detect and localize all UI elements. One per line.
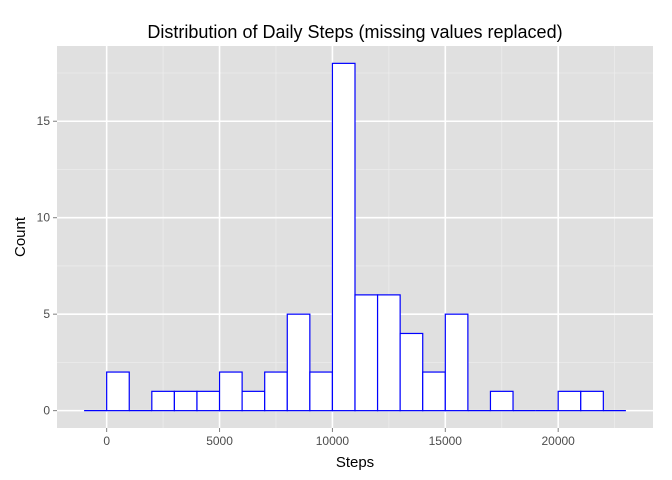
histogram-bar [106, 371, 130, 412]
histogram-bar [196, 390, 221, 412]
histogram-bar [264, 371, 288, 412]
histogram-bar [331, 62, 356, 412]
y-tick-label: 5 [43, 307, 50, 321]
bars [84, 62, 626, 412]
histogram-bar [489, 390, 514, 412]
histogram-bar [286, 313, 311, 412]
chart-title: Distribution of Daily Steps (missing val… [147, 22, 562, 42]
histogram-bar [354, 294, 379, 412]
x-tick-label: 20000 [541, 434, 575, 448]
x-tick-label: 10000 [316, 434, 350, 448]
histogram-bar [241, 390, 266, 412]
histogram-bar [557, 390, 582, 412]
histogram-bar [376, 294, 401, 412]
histogram-bar [444, 313, 469, 412]
y-tick-label: 10 [37, 211, 51, 225]
y-tick-label: 0 [43, 404, 50, 418]
x-axis: 0 5000 10000 15000 20000 [103, 428, 575, 448]
y-tick-label: 15 [37, 114, 51, 128]
histogram-bar [422, 371, 446, 412]
histogram-bar [309, 371, 334, 412]
histogram-bar [399, 332, 424, 412]
histogram-bar [218, 371, 243, 412]
x-tick-label: 0 [103, 434, 110, 448]
histogram-bar [151, 390, 175, 412]
x-tick-label: 5000 [206, 434, 233, 448]
x-tick-label: 15000 [429, 434, 463, 448]
x-axis-title: Steps [336, 454, 374, 471]
y-axis: 0 5 10 15 [37, 114, 57, 418]
histogram-bar [580, 390, 604, 412]
y-axis-title: Count [12, 216, 29, 257]
histogram-bar [173, 390, 198, 412]
